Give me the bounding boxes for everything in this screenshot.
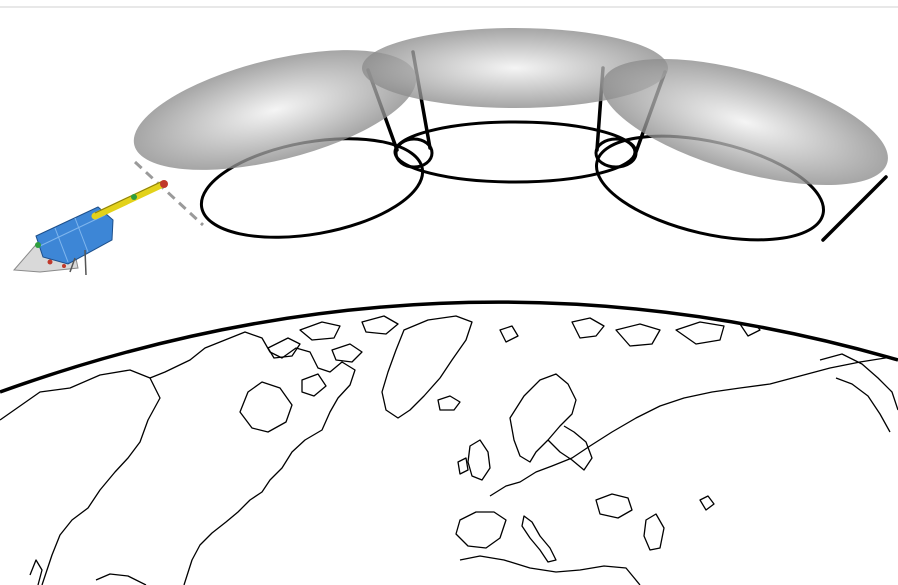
coastline-gulf — [95, 573, 147, 585]
center-footprint — [362, 28, 668, 108]
satellite-antenna — [84, 249, 87, 276]
coastline-europe — [489, 355, 898, 497]
line-of-sight-dashed — [133, 160, 205, 227]
globe-horizon — [0, 300, 898, 394]
coastline-inland-sea — [699, 495, 715, 511]
coastline-north-africa — [459, 555, 641, 585]
coastline-north-america — [0, 331, 356, 585]
coastline-black-sea — [595, 493, 633, 519]
coastline-arctic-island — [301, 373, 327, 397]
coastline-north-america-west — [41, 377, 161, 585]
satellite-detail — [131, 194, 137, 200]
coastline-arctic-island — [267, 337, 301, 359]
coastline-britain — [467, 439, 491, 481]
coastline-svalbard — [499, 325, 519, 343]
satellite-boom-edge — [94, 180, 164, 214]
earth-globe-icon — [0, 300, 898, 585]
satellite-detail — [47, 259, 53, 265]
coastline-scandinavia — [509, 373, 577, 463]
coastline-greenland — [381, 315, 473, 419]
coastline-hudson-bay — [239, 381, 293, 433]
coastline-baltic — [547, 425, 593, 471]
coastline-iceland — [437, 395, 461, 411]
satellite-grid-line — [74, 217, 89, 253]
satellite-sensor-head — [160, 180, 168, 188]
coastline-arctic-island — [299, 321, 341, 341]
coastline-russia-arctic — [615, 323, 661, 347]
coastline-arctic-island — [361, 315, 399, 335]
satellite-detail — [62, 264, 66, 268]
satellite-boom — [91, 180, 167, 220]
satellite-grid-line — [54, 227, 69, 263]
coastline-asia-east — [835, 377, 891, 433]
coastline-italy — [521, 515, 557, 563]
left-footprint — [133, 50, 417, 170]
coastline-russia-arctic — [571, 317, 605, 339]
coastline-caspian — [643, 513, 665, 551]
satellite-body — [35, 206, 114, 265]
satellite-grid-line — [39, 214, 106, 247]
satellite-icon — [12, 180, 168, 276]
connector-far-right — [821, 175, 888, 242]
satellite-antenna — [69, 257, 76, 273]
right-footprint — [602, 58, 888, 186]
satellite-detail — [35, 242, 41, 248]
coastline-russia-arctic — [675, 321, 725, 345]
coastline-asia-east — [819, 353, 898, 411]
sky-footprints — [133, 28, 888, 186]
coastline-arctic-island — [331, 343, 363, 363]
coastline-iberia — [455, 511, 507, 549]
coastline-ireland — [457, 457, 469, 475]
overlap-oval-left — [394, 137, 434, 169]
coastline-west-tip — [29, 559, 43, 585]
coastlines — [0, 315, 898, 585]
